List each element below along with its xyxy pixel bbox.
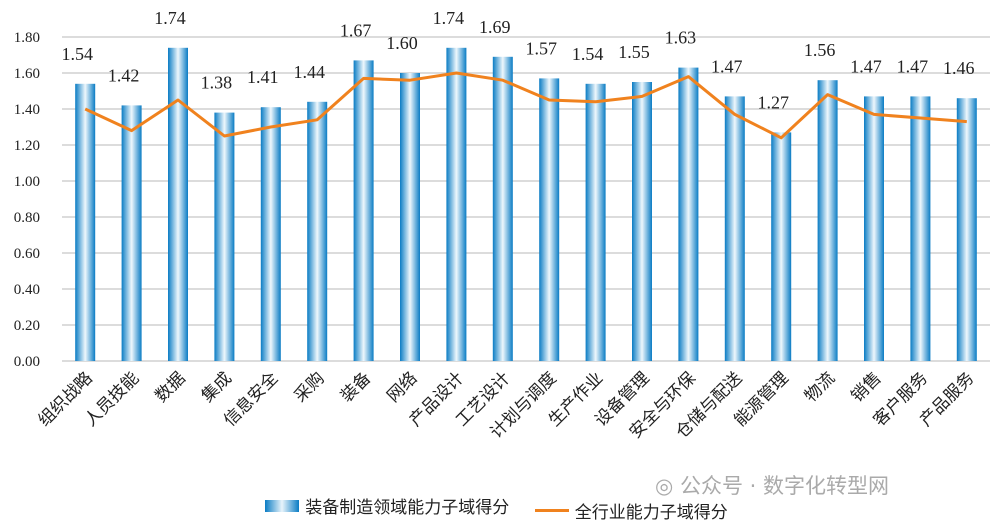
bar: [910, 96, 931, 362]
y-tick-label: 1.40: [14, 102, 40, 118]
legend: 装备制造领域能力子域得分 全行业能力子域得分: [0, 493, 993, 523]
bar: [214, 112, 235, 361]
data-label: 1.74: [154, 8, 186, 28]
bar: [168, 47, 188, 362]
data-label: 1.56: [804, 40, 836, 60]
category-label: 集成: [198, 368, 236, 406]
data-label: 1.38: [201, 73, 233, 93]
bar: [678, 67, 699, 361]
data-label: 1.47: [850, 56, 882, 76]
y-tick-label: 0.40: [14, 282, 40, 298]
data-label: 1.74: [433, 8, 465, 28]
y-tick-label: 1.60: [14, 66, 40, 82]
bar: [400, 73, 420, 361]
data-label: 1.57: [525, 38, 557, 58]
bar: [121, 105, 142, 362]
data-label: 1.42: [108, 65, 140, 85]
category-label: 装备: [337, 368, 375, 406]
line-series: [84, 71, 967, 140]
category-label: 销售: [847, 368, 885, 406]
data-label: 1.41: [247, 67, 279, 87]
data-label: 1.69: [479, 17, 511, 37]
bar: [492, 56, 513, 362]
y-tick-label: 1.80: [14, 30, 40, 46]
legend-item-line: 全行业能力子域得分: [534, 498, 728, 523]
data-label: 1.27: [757, 92, 789, 112]
data-label: 1.54: [572, 44, 604, 64]
data-label: 1.63: [665, 28, 697, 48]
legend-label: 全行业能力子域得分: [574, 502, 728, 523]
wechat-icon: ◎: [655, 474, 680, 498]
bar: [75, 83, 96, 362]
legend-swatch-bar: [265, 499, 300, 512]
data-label: 1.54: [61, 44, 93, 64]
bar: [353, 60, 374, 362]
data-label: 1.60: [386, 33, 418, 53]
bar: [585, 83, 606, 362]
bar: [724, 96, 745, 362]
data-label: 1.46: [943, 58, 975, 78]
bar: [864, 96, 884, 362]
bar: [632, 82, 652, 361]
y-tick-label: 0.20: [14, 318, 40, 334]
data-label: 1.44: [293, 62, 325, 82]
category-label: 数据: [151, 368, 189, 406]
legend-swatch-line: [534, 508, 569, 512]
data-label: 1.55: [618, 42, 650, 62]
legend-label: 装备制造领域能力子域得分: [305, 498, 510, 518]
y-tick-label: 1.00: [14, 174, 40, 190]
category-label: 网络: [383, 368, 421, 406]
bar: [446, 47, 467, 362]
bar: [771, 132, 792, 361]
bar: [817, 80, 838, 361]
category-label: 采购: [291, 368, 329, 406]
data-label: 1.47: [897, 56, 929, 76]
bar: [307, 101, 328, 362]
y-tick-label: 0.00: [14, 354, 40, 370]
y-tick-label: 1.20: [14, 138, 40, 154]
y-tick-label: 0.80: [14, 210, 40, 226]
data-label: 1.47: [711, 56, 743, 76]
legend-item-bar: 装备制造领域能力子域得分: [265, 493, 509, 518]
bar: [956, 98, 977, 361]
y-tick-label: 0.60: [14, 246, 40, 262]
bar: [260, 107, 281, 361]
watermark-text: 公众号 · 数字化转型网: [680, 474, 890, 498]
data-label: 1.67: [340, 20, 372, 40]
category-label: 物流: [801, 368, 839, 406]
watermark: ◎ 公众号 · 数字化转型网: [655, 470, 889, 500]
bar: [539, 78, 560, 362]
